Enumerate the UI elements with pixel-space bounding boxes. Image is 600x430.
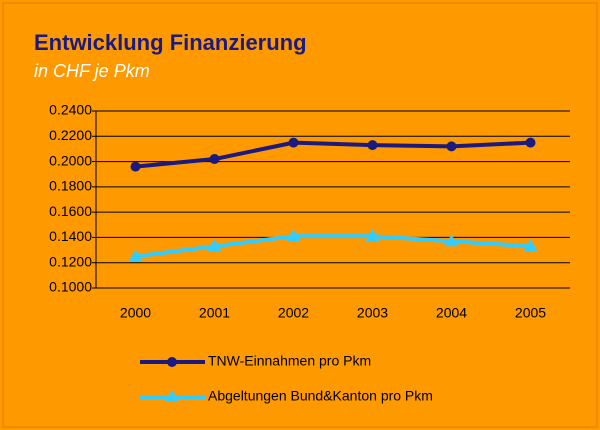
y-tick-label: 0.1800 [49,178,92,194]
data-point [128,249,143,262]
y-tick-label: 0.1600 [49,203,92,219]
x-tick-label: 2001 [199,305,230,321]
data-point [288,137,299,148]
x-tick-label: 2002 [278,305,309,321]
data-point [525,137,536,148]
x-tick-label: 2003 [357,305,388,321]
data-point [367,140,378,151]
data-point [207,239,222,252]
data-point [523,239,538,252]
data-point [365,229,380,242]
data-point [130,161,141,172]
y-tick-label: 0.2200 [49,127,92,143]
legend-label: TNW-Einnahmen pro Pkm [208,353,371,369]
series-line [135,140,531,169]
data-point [286,229,301,242]
data-point [446,141,457,152]
data-point [444,234,459,247]
data-point [209,154,220,165]
y-tick-label: 0.2000 [49,152,92,168]
y-tick-label: 0.1400 [49,228,92,244]
y-tick-label: 0.2400 [49,102,92,118]
series-line [135,234,531,259]
legend-marker [165,390,179,402]
chart-title: Entwicklung Finanzierung [34,30,307,55]
x-tick-label: 2004 [436,305,467,321]
y-tick-label: 0.1200 [49,253,92,269]
x-tick-label: 2005 [515,305,546,321]
legend-label: Abgeltungen Bund&Kanton pro Pkm [208,388,433,404]
x-tick-label: 2000 [120,305,151,321]
legend-marker [167,357,177,367]
y-tick-label: 0.1000 [49,279,92,295]
chart-subtitle: in CHF je Pkm [34,61,150,81]
